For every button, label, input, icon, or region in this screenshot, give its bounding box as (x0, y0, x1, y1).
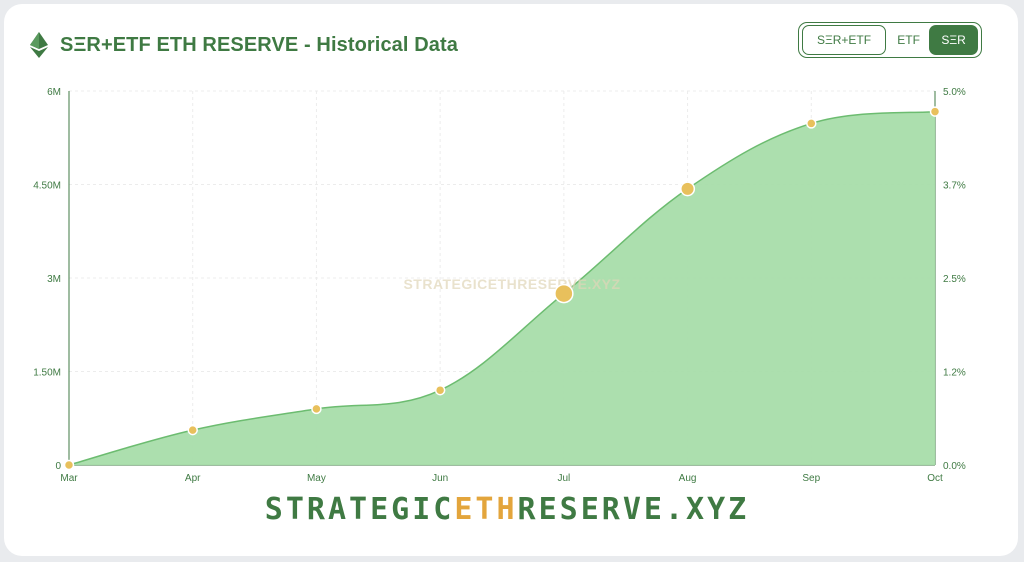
x-tick-label: Sep (802, 473, 820, 484)
page-title: SΞR+ETF ETH RESERVE - Historical Data (60, 33, 458, 56)
y2-tick-label: 1.2% (943, 368, 966, 379)
y-tick-label: 4.50M (33, 181, 61, 192)
toggle-etf-button[interactable]: ETF (897, 33, 920, 47)
x-tick-label: Jun (432, 473, 448, 484)
y2-tick-label: 5.0% (943, 87, 966, 98)
watermark-text: STRATEGICETHRESERVE.XYZ (403, 276, 620, 292)
data-points (63, 106, 941, 471)
series-area (69, 111, 935, 465)
x-tick-label: Oct (927, 473, 943, 484)
x-tick-labels: Mar Apr May Jun Jul Aug Sep Oct (60, 473, 943, 484)
x-tick-label: Aug (679, 473, 697, 484)
x-tick-label: May (307, 473, 326, 484)
data-point[interactable] (187, 424, 198, 436)
ethereum-icon (30, 32, 48, 58)
chart-header: SΞR+ETF ETH RESERVE - Historical Data (30, 30, 458, 60)
brand-part-eth: ETH (454, 492, 518, 527)
brand-wordmark: STRATEGICETHRESERVE.XYZ (0, 492, 1014, 527)
data-point[interactable] (311, 403, 322, 415)
y2-tick-label: 0.0% (943, 461, 966, 472)
y-tick-label: 0 (55, 461, 61, 472)
x-tick-label: Jul (557, 473, 570, 484)
toggle-ser-button[interactable]: SΞR (929, 25, 978, 55)
y-tick-label: 1.50M (33, 368, 61, 379)
series-line (68, 110, 936, 466)
brand-part-strategic: STRATEGIC (264, 492, 455, 527)
x-tick-label: Apr (185, 473, 201, 484)
y-tick-label: 3M (47, 274, 61, 285)
x-tick-label: Mar (60, 473, 78, 484)
y-tick-label: 6M (47, 87, 61, 98)
y2-tick-labels: 0.0% 1.2% 2.5% 3.7% 5.0% (943, 87, 966, 472)
brand-part-reserve: RESERVE (517, 492, 665, 527)
data-point[interactable] (680, 181, 696, 197)
y2-tick-label: 2.5% (943, 274, 966, 285)
data-point[interactable] (434, 384, 446, 396)
y-tick-labels: 0 1.50M 3M 4.50M 6M (33, 87, 61, 472)
y2-tick-label: 3.7% (943, 181, 966, 192)
data-point[interactable] (806, 118, 817, 129)
data-point[interactable] (63, 459, 75, 471)
brand-part-xyz: .XYZ (664, 492, 750, 527)
view-toggle: SΞR+ETF ETF SΞR (798, 22, 982, 58)
data-point[interactable] (554, 283, 574, 304)
data-point[interactable] (929, 106, 941, 117)
toggle-ser-etf-button[interactable]: SΞR+ETF (802, 25, 887, 55)
